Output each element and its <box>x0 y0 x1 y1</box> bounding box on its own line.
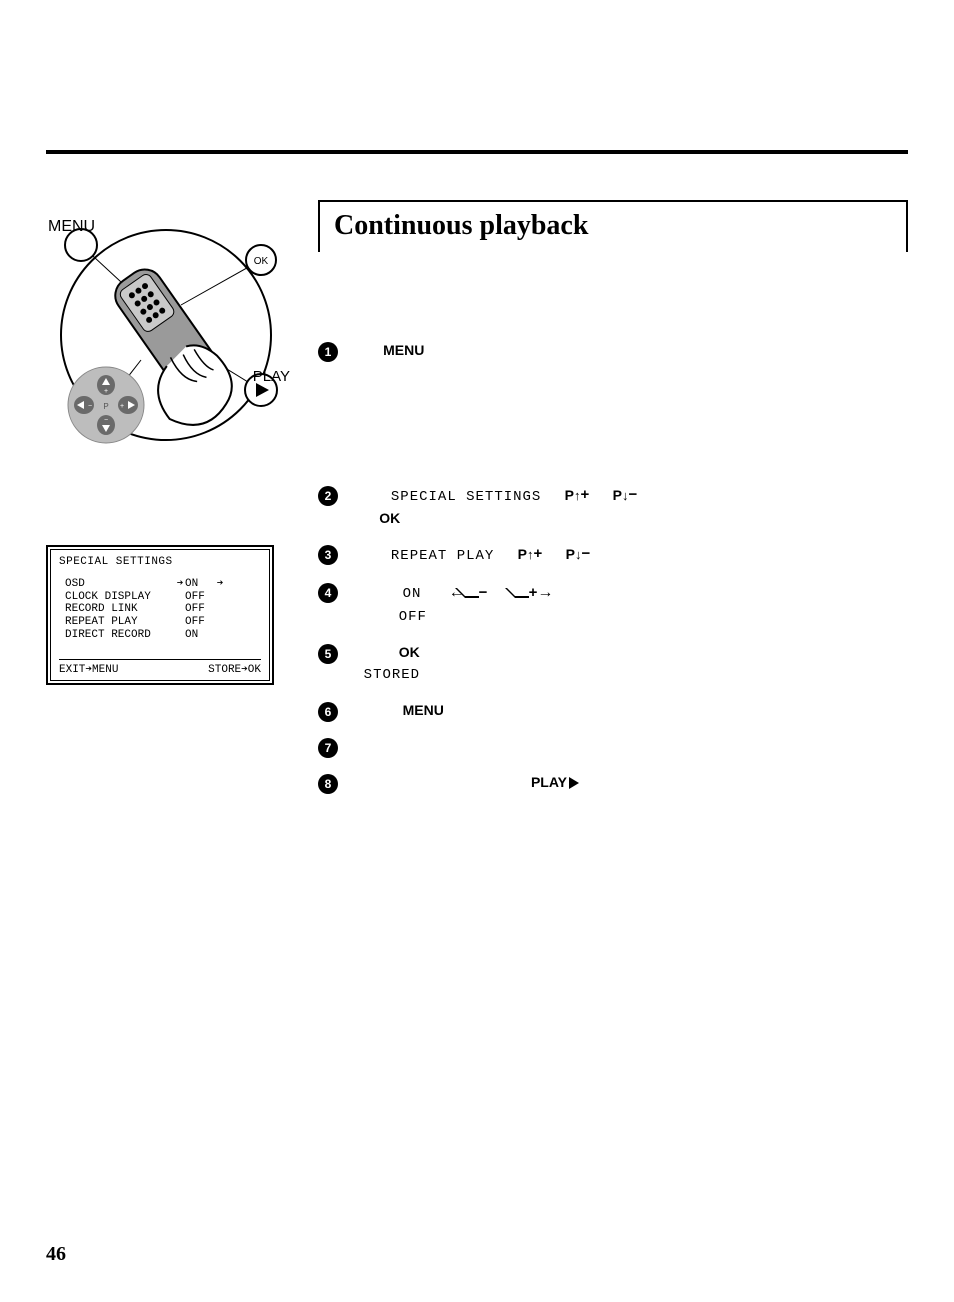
step-number-icon: 8 <box>318 774 338 794</box>
step-number-icon: 7 <box>318 738 338 758</box>
svg-text:+: + <box>120 403 124 410</box>
menu-line-repeat-play: REPEAT PLAY <box>391 548 494 564</box>
osd-row: OSD ➔ ON ➔ <box>65 578 261 591</box>
menu-button-ref: MENU <box>403 702 444 718</box>
osd-panel-footer: EXIT➔MENU STORE➔OK <box>59 659 261 676</box>
osd-row-label: REPEAT PLAY <box>65 616 175 629</box>
osd-row-label: CLOCK DISPLAY <box>65 591 175 604</box>
step-2: 2 SPECIAL SETTINGS P P OK <box>318 484 878 529</box>
footer-store: STORE➔OK <box>208 662 261 676</box>
osd-row-value: ON <box>185 629 215 642</box>
svg-text:+: + <box>104 388 108 395</box>
step-8: 8 PLAY <box>318 772 878 794</box>
page-number: 46 <box>46 1243 66 1266</box>
svg-text:−: − <box>104 417 108 424</box>
step-number-icon: 1 <box>318 342 338 362</box>
osd-row: CLOCK DISPLAY OFF <box>65 591 261 604</box>
value-off: OFF <box>399 609 427 625</box>
step-number-icon: 4 <box>318 583 338 603</box>
menu-line-special-settings: SPECIAL SETTINGS <box>391 489 541 505</box>
p-up-plus-button: P <box>518 543 543 566</box>
step-6: 6 MENU <box>318 700 878 722</box>
play-icon <box>569 777 579 789</box>
step-7: 7 <box>318 736 878 758</box>
remote-diagram: OK + − P − + <box>46 210 286 460</box>
label-play: PLAY <box>253 368 290 385</box>
step-1: 1 MENU <box>318 340 878 362</box>
osd-row: DIRECT RECORD ON <box>65 629 261 642</box>
step-number-icon: 5 <box>318 644 338 664</box>
step-4: 4 ON ← → OFF <box>318 581 878 628</box>
p-down-minus-button: P <box>613 484 638 507</box>
step-3: 3 REPEAT PLAY P P <box>318 543 878 567</box>
osd-row: REPEAT PLAY OFF <box>65 616 261 629</box>
osd-row-label: OSD <box>65 578 175 591</box>
label-menu: MENU <box>48 218 95 236</box>
osd-panel-title: SPECIAL SETTINGS <box>59 556 261 568</box>
osd-row-label: DIRECT RECORD <box>65 629 175 642</box>
step-number-icon: 3 <box>318 545 338 565</box>
steps-list: 1 MENU 2 SPECIAL SETTINGS P P OK <box>318 340 878 808</box>
osd-row: RECORD LINK OFF <box>65 603 261 616</box>
osd-panel-rows: OSD ➔ ON ➔ CLOCK DISPLAY OFF RECORD LINK… <box>65 578 261 641</box>
osd-row-value: OFF <box>185 616 215 629</box>
section-title: Continuous playback <box>334 210 894 242</box>
svg-text:OK: OK <box>254 256 269 267</box>
step-5: 5 OK STORED <box>318 642 878 686</box>
right-arrow-icon: → <box>515 584 554 600</box>
top-rule <box>46 150 908 154</box>
svg-text:P: P <box>103 402 108 411</box>
p-up-plus-button: P <box>565 484 590 507</box>
step-number-icon: 2 <box>318 486 338 506</box>
osd-row-value: OFF <box>185 591 215 604</box>
remote-svg: OK + − P − + <box>46 210 286 460</box>
ok-button-ref: OK <box>379 510 400 526</box>
right-arrow-icon: ➔ <box>215 578 225 591</box>
manual-page: OK + − P − + <box>0 0 954 1302</box>
play-button-ref: PLAY <box>531 774 579 790</box>
left-arrow-icon: ← <box>449 584 488 600</box>
p-down-minus-button: P <box>566 543 591 566</box>
svg-text:−: − <box>88 403 92 410</box>
osd-row-value: OFF <box>185 603 215 616</box>
osd-panel: SPECIAL SETTINGS OSD ➔ ON ➔ CLOCK DISPLA… <box>46 545 274 685</box>
ok-button-ref: OK <box>399 644 420 660</box>
step-number-icon: 6 <box>318 702 338 722</box>
value-on: ON <box>403 586 422 602</box>
left-arrow-icon: ➔ <box>175 578 185 591</box>
osd-row-label: RECORD LINK <box>65 603 175 616</box>
stored-text: STORED <box>364 667 420 683</box>
footer-exit: EXIT➔MENU <box>59 662 118 676</box>
osd-row-value: ON <box>185 578 215 591</box>
menu-button-ref: MENU <box>383 342 424 358</box>
section-title-box: Continuous playback <box>318 200 908 252</box>
